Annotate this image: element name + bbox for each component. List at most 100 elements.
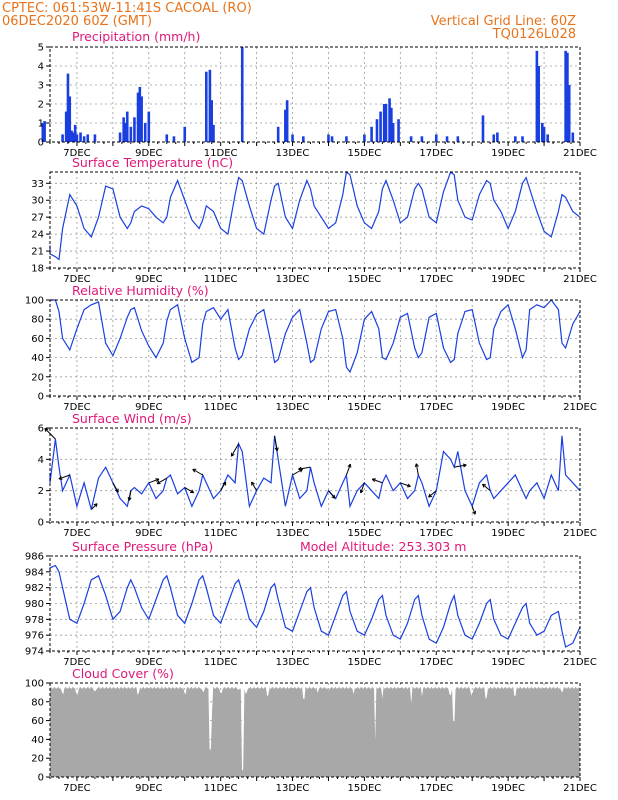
precip-bar xyxy=(86,134,90,142)
y-tick-label: 20 xyxy=(31,372,44,383)
precip-bar xyxy=(540,123,544,142)
precip-bar xyxy=(68,96,72,142)
rh-title: Relative Humidity (%) xyxy=(72,283,209,298)
x-tick-label: 15DEC xyxy=(348,528,382,539)
precip-bar xyxy=(70,130,73,142)
x-tick-label: 9DEC xyxy=(135,148,162,159)
wind-arrow xyxy=(192,468,203,476)
precip-bar xyxy=(496,132,499,142)
x-tick-label: 7DEC xyxy=(63,274,90,285)
x-tick-label: 13DEC xyxy=(276,528,310,539)
header-station: CPTEC: 061:53W-11:41S CACOAL (RO) xyxy=(2,1,252,16)
wind-panel: 0 2 4 6 7DEC 9DEC 11DEC 13DEC 15DEC 17DEC 19DEC 21D… xyxy=(38,411,597,539)
wind-arrow xyxy=(112,482,119,493)
x-tick-label: 11DEC xyxy=(204,148,238,159)
x-tick-label: 11DEC xyxy=(204,528,238,539)
wind-arrow xyxy=(360,482,365,494)
y-tick-label: 0 xyxy=(38,138,44,149)
x-tick-label: 19DEC xyxy=(491,274,525,285)
precip-bar xyxy=(370,126,373,142)
precip-bar xyxy=(388,98,391,142)
cloud-title: Cloud Cover (%) xyxy=(72,666,174,681)
wind-arrow xyxy=(345,464,351,476)
x-tick-label: 13DEC xyxy=(276,148,310,159)
precip-bar xyxy=(345,136,348,142)
precip-bar xyxy=(514,136,517,142)
x-tick-label: 17DEC xyxy=(419,274,453,285)
header-model: TQ0126L028 xyxy=(492,27,576,42)
y-tick-label: 3 xyxy=(38,81,44,92)
precip-bar xyxy=(363,134,366,142)
wind-arrow xyxy=(184,487,194,494)
wind-arrow-head xyxy=(428,493,431,498)
precip-bar xyxy=(382,104,386,142)
precip-frame xyxy=(49,46,581,143)
x-tick-label: 17DEC xyxy=(419,402,453,413)
pres-series-line xyxy=(49,564,581,648)
precip-bar xyxy=(434,134,438,142)
precip-bar xyxy=(391,123,395,142)
precip-bar xyxy=(133,117,136,142)
x-tick-label: 7DEC xyxy=(63,528,90,539)
wind-arrow xyxy=(482,483,491,492)
precip-bar xyxy=(445,136,449,142)
precip-bar xyxy=(61,134,64,142)
x-tick-label: 19DEC xyxy=(491,402,525,413)
wind-arrow xyxy=(454,464,467,468)
precip-bar xyxy=(82,136,86,142)
precip-bar xyxy=(327,134,330,142)
wind-arrow-head xyxy=(44,427,49,430)
y-tick-label: 982 xyxy=(25,583,44,594)
y-tick-label: 27 xyxy=(31,213,44,224)
cloud-frame xyxy=(49,682,581,778)
y-tick-label: 978 xyxy=(25,615,44,626)
x-tick-label: 7DEC xyxy=(63,402,90,413)
wind-arrow xyxy=(58,474,70,480)
x-tick-label: 9DEC xyxy=(135,657,162,668)
y-tick-label: 2 xyxy=(38,100,44,111)
precip-bar xyxy=(285,100,289,142)
y-tick-label: 40 xyxy=(31,353,44,364)
x-tick-label: 9DEC xyxy=(135,274,162,285)
y-tick-label: 21 xyxy=(31,247,44,258)
panels: 0 1 2 3 4 5 7DEC 9DEC 11DEC 13DEC 15DEC 17DEC 19DEC 2… xyxy=(25,29,597,794)
y-tick-label: 24 xyxy=(31,230,44,241)
rh-panel: 0 20 40 60 80 100 7DEC 9DEC 11DEC 13DEC 15DEC 17DEC… xyxy=(25,283,597,413)
x-tick-label: 21DEC xyxy=(563,528,597,539)
pres-panel: 974 976 978 980 982 984 986 7DEC 9DEC 11DEC 13DEC 1… xyxy=(25,539,597,668)
precip-bar xyxy=(136,92,140,142)
x-tick-label: 7DEC xyxy=(63,657,90,668)
wind-arrow xyxy=(274,435,278,451)
y-tick-label: 984 xyxy=(25,567,44,578)
precip-bar xyxy=(140,96,143,142)
precip-bar xyxy=(41,123,45,142)
temp-title: Surface Temperature (nC) xyxy=(72,155,233,170)
wind-arrow xyxy=(220,481,227,491)
model-altitude-annotation: Model Altitude: 253.303 m xyxy=(300,539,466,554)
x-tick-label: 15DEC xyxy=(348,783,382,794)
x-tick-label: 21DEC xyxy=(563,657,597,668)
y-tick-label: 986 xyxy=(25,552,44,563)
x-tick-label: 13DEC xyxy=(276,274,310,285)
precip-title: Precipitation (mm/h) xyxy=(72,29,200,44)
y-tick-label: 60 xyxy=(31,716,44,727)
temp-series-line xyxy=(49,170,581,261)
precip-bar xyxy=(567,85,571,142)
header-date: 06DEC2020 60Z (GMT) xyxy=(2,14,152,29)
precip-panel: 0 1 2 3 4 5 7DEC 9DEC 11DEC 13DEC 15DEC 17DEC 19DEC 2… xyxy=(38,29,597,159)
precip-bar xyxy=(143,123,147,142)
y-tick-label: 80 xyxy=(31,315,44,326)
precip-bar xyxy=(43,121,46,142)
wind-arrow xyxy=(471,506,476,515)
y-tick-label: 6 xyxy=(38,424,44,435)
y-tick-label: 4 xyxy=(38,62,44,73)
precip-bar xyxy=(284,109,287,142)
x-tick-label: 15DEC xyxy=(348,274,382,285)
x-tick-label: 11DEC xyxy=(204,657,238,668)
wind-arrow-head xyxy=(115,489,119,493)
precip-bar xyxy=(124,123,127,142)
x-tick-label: 13DEC xyxy=(276,783,310,794)
precip-bar xyxy=(564,50,567,142)
y-tick-label: 974 xyxy=(25,647,44,658)
